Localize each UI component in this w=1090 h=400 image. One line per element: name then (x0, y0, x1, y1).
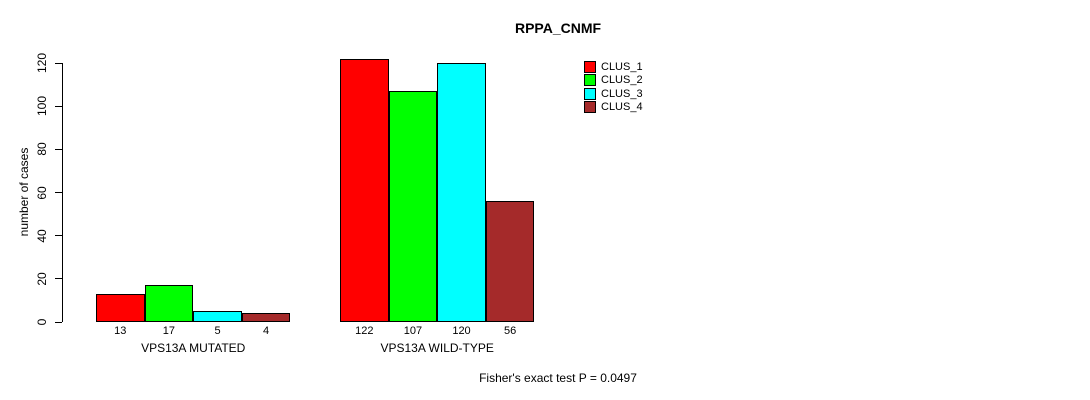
chart-title: RPPA_CNMF (514, 20, 602, 36)
y-axis-tick-label: 0 (35, 318, 49, 326)
legend-item: CLUS_3 (584, 87, 643, 101)
y-axis-tick-label: 80 (35, 142, 49, 157)
x-category-label: VPS13A MUTATED (141, 341, 246, 355)
y-axis-tick (55, 235, 62, 237)
y-axis-tick (55, 278, 62, 280)
legend-item: CLUS_2 (584, 74, 643, 88)
legend-item: CLUS_4 (584, 101, 643, 115)
bar-value-label: 4 (263, 325, 270, 337)
y-axis-label: number of cases (17, 147, 31, 237)
y-axis-tick (55, 321, 62, 323)
y-axis-tick-label: 20 (35, 272, 49, 286)
bar-clus_3 (437, 63, 486, 322)
bar-value-label: 120 (452, 325, 471, 337)
legend: CLUS_1 CLUS_2 CLUS_3 CLUS_4 (584, 60, 643, 114)
y-axis-tick-label: 120 (35, 52, 49, 74)
bar-clus_3 (193, 311, 242, 322)
bar-clus_2 (388, 91, 438, 322)
bar-clus_1 (340, 58, 389, 322)
bar-value-label: 5 (214, 325, 221, 337)
bar-clus_4 (485, 201, 535, 322)
y-axis-tick-label: 100 (35, 96, 49, 117)
bar-value-label: 17 (162, 325, 176, 337)
bar-value-label: 56 (503, 325, 517, 337)
y-axis-tick-label: 60 (35, 185, 49, 200)
legend-label: CLUS_3 (601, 87, 643, 100)
bar-value-label: 107 (403, 325, 423, 337)
bar-clus_4 (241, 313, 291, 322)
legend-swatch-clus_4 (584, 101, 596, 114)
y-axis-tick (55, 192, 62, 193)
legend-label: CLUS_1 (601, 60, 643, 73)
legend-label: CLUS_4 (601, 101, 643, 114)
legend-label: CLUS_2 (601, 74, 643, 87)
bar-clus_1 (96, 293, 145, 322)
y-axis-tick-label: 40 (35, 228, 49, 243)
fisher-test-annotation: Fisher's exact test P = 0.0497 (479, 371, 637, 385)
y-axis-tick (55, 148, 62, 150)
legend-swatch-clus_1 (584, 60, 596, 73)
bar-clus_2 (144, 285, 194, 322)
x-category-label: VPS13A WILD-TYPE (380, 341, 494, 355)
bar-value-label: 122 (355, 325, 374, 337)
y-axis-tick (55, 62, 62, 64)
legend-swatch-clus_2 (584, 74, 596, 87)
y-axis-line (62, 63, 63, 322)
legend-item: CLUS_1 (584, 60, 643, 74)
legend-swatch-clus_3 (584, 87, 596, 100)
y-axis-tick (55, 105, 62, 107)
bar-value-label: 13 (114, 325, 127, 337)
